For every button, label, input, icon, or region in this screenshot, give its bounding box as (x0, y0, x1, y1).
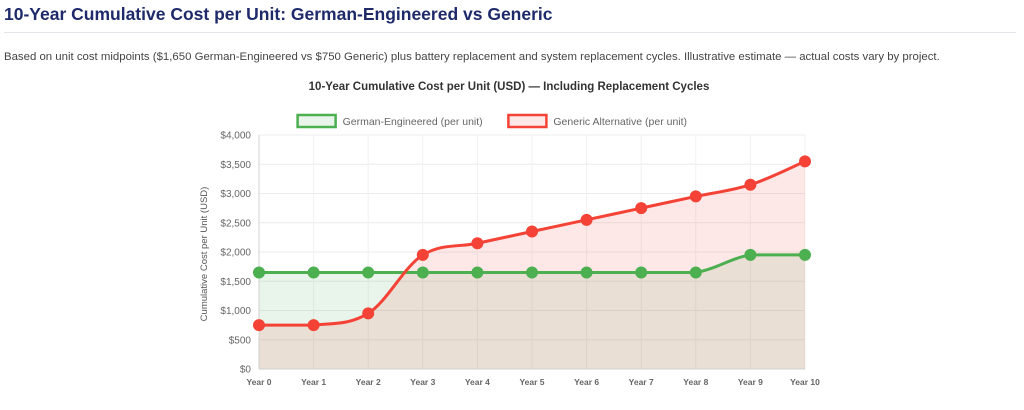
data-point[interactable] (253, 266, 265, 279)
title-divider (4, 32, 1016, 33)
x-tick-label: Year 3 (410, 377, 435, 387)
y-tick-label: $1,000 (220, 306, 251, 317)
page-title: 10-Year Cumulative Cost per Unit: German… (4, 4, 553, 24)
data-point[interactable] (689, 190, 702, 203)
data-point[interactable] (799, 155, 811, 168)
x-tick-label: Year 8 (683, 377, 708, 387)
y-tick-label: $3,000 (220, 189, 251, 200)
x-tick-label: Year 10 (790, 377, 820, 387)
y-tick-label: $3,500 (220, 160, 251, 171)
y-tick-label: $4,000 (220, 131, 251, 142)
legend-swatch (296, 113, 337, 129)
data-point[interactable] (526, 266, 538, 279)
y-tick-label: $2,500 (220, 218, 251, 229)
y-axis-label: Cumulative Cost per Unit (USD) (199, 187, 210, 322)
data-point[interactable] (471, 266, 484, 279)
x-tick-label: Year 0 (246, 377, 271, 387)
data-point[interactable] (307, 319, 320, 332)
data-point[interactable] (580, 266, 593, 279)
series-points (253, 155, 811, 332)
legend-item[interactable]: Generic Alternative (per unit) (507, 113, 687, 129)
data-point[interactable] (526, 225, 538, 238)
data-point[interactable] (580, 213, 593, 226)
legend-label: Generic Alternative (per unit) (553, 116, 687, 128)
legend-item[interactable]: German-Engineered (per unit) (296, 113, 483, 129)
y-tick-label: $2,000 (220, 248, 251, 259)
data-point[interactable] (362, 266, 375, 279)
data-point[interactable] (416, 248, 429, 261)
y-tick-label: $500 (229, 335, 252, 346)
series-area-fill (259, 161, 805, 369)
chart-description: Based on unit cost midpoints ($1,650 Ger… (4, 51, 940, 63)
data-point[interactable] (471, 237, 484, 250)
data-point[interactable] (416, 266, 429, 279)
x-tick-label: Year 5 (519, 377, 544, 387)
x-tick-label: Year 9 (738, 377, 763, 387)
x-tick-label: Year 7 (629, 377, 654, 387)
data-point[interactable] (689, 266, 702, 279)
chart-title: 10-Year Cumulative Cost per Unit (USD) —… (309, 81, 710, 93)
x-tick-label: Year 6 (574, 377, 599, 387)
legend-swatch (507, 113, 548, 129)
x-tick-label: Year 2 (356, 377, 381, 387)
data-point[interactable] (799, 248, 811, 261)
axes: $0 $500 $1,000 $1,500 $2,000 $2,500 $3,000 $3,5… (220, 131, 820, 388)
y-tick-label: $0 (240, 365, 252, 376)
x-tick-label: Year 1 (301, 377, 326, 387)
data-point[interactable] (362, 307, 375, 320)
data-point[interactable] (635, 202, 648, 215)
data-point[interactable] (253, 319, 265, 332)
legend-label: German-Engineered (per unit) (343, 116, 483, 128)
x-tick-label: Year 4 (465, 377, 490, 387)
legend: German-Engineered (per unit) Generic Alte… (296, 113, 687, 129)
data-point[interactable] (744, 178, 757, 191)
data-point[interactable] (635, 266, 648, 279)
y-tick-label: $1,500 (220, 277, 251, 288)
data-point[interactable] (744, 248, 757, 261)
data-point[interactable] (307, 266, 320, 279)
